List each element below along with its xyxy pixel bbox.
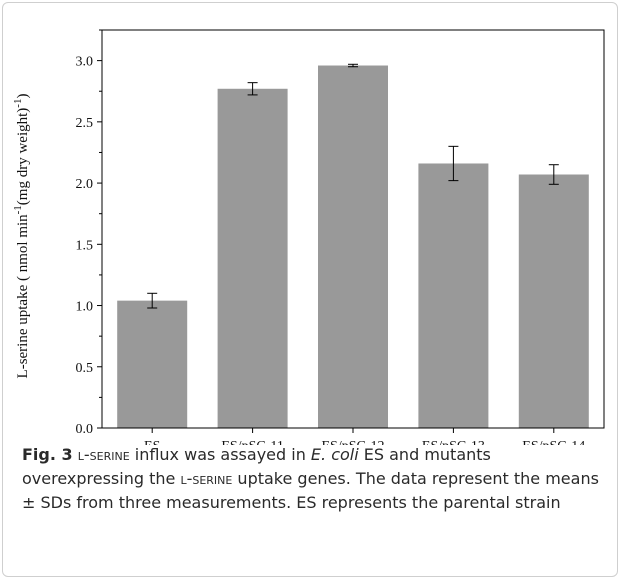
y-axis-label-close: ) [15,94,31,99]
y-tick-label: 1.5 [76,238,94,253]
y-axis-label-superscript: -1 [12,99,24,108]
x-axis-ticks: ES ES/pSC-11 ES/pSC-12 ES/pSC-13 ES/pSC-14 [144,428,585,445]
error-bar [548,164,559,185]
x-tick-label: ES [144,439,160,445]
error-bar [247,82,258,96]
figure-caption: Fig. 3 l-serine influx was assayed in E.… [22,443,607,515]
bar [418,163,489,428]
y-tick-label: 2.0 [76,177,94,192]
y-tick-label: 1.0 [76,300,94,315]
x-tick-label: ES/pSC-13 [422,439,485,445]
x-tick-label: ES/pSC-14 [522,439,585,445]
error-bar [147,292,158,309]
y-axis-label: L-serine uptake ( nmol min-1(mg dry weig… [12,94,31,379]
error-bar [348,63,358,68]
y-tick-label: 3.0 [76,55,94,70]
error-bars-group [147,63,559,309]
x-tick-label: ES/pSC-11 [221,439,284,445]
y-tick-label: 0.5 [76,361,94,376]
bars-group [117,65,589,428]
caption-species: E. coli [310,445,359,464]
y-tick-label: 2.5 [76,116,94,131]
caption-text: uptake genes. The data represent the mea… [22,469,599,512]
caption-text: influx was assayed in [129,445,311,464]
caption-lserine: l-serine [180,469,233,488]
figure-label: Fig. 3 [22,445,73,464]
bar [217,88,288,428]
bar-chart: 0.0 0.5 1.0 1.5 2.0 2.5 3.0 ES ES/pSC-11 ES/pSC-… [12,29,605,445]
y-axis-label-superscript: -1 [12,205,24,214]
bar [117,300,188,428]
y-tick-label: 0.0 [76,422,94,437]
y-axis-ticks: 0.0 0.5 1.0 1.5 2.0 2.5 3.0 [76,29,102,437]
y-axis-label-main: L-serine uptake ( nmol min [15,214,31,379]
bar [518,174,589,428]
bar [318,65,388,428]
caption-lserine: l-serine [77,445,130,464]
y-axis-label-unit: (mg dry weight) [15,108,31,205]
error-bar [448,145,459,182]
x-tick-label: ES/pSC-12 [321,439,384,445]
caption-text: ES and mutants overexpressing the [22,445,491,488]
